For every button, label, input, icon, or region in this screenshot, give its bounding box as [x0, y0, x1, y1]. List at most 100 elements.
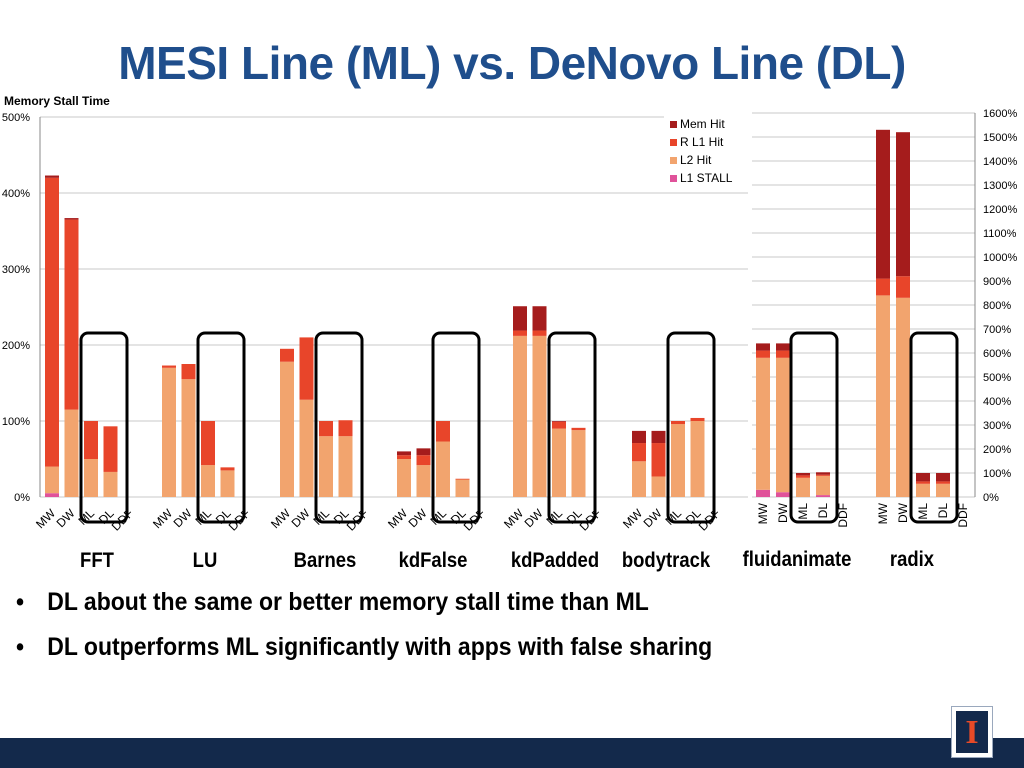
bar-segment: [796, 473, 810, 476]
bullet-dot-icon: •: [16, 633, 25, 661]
bar-segment: [571, 427, 586, 431]
bar-segment: [916, 473, 930, 482]
x-tick-label: DL: [936, 503, 950, 519]
x-tick-label: ML: [192, 506, 214, 528]
bar-segment: [201, 421, 215, 466]
bar-segment: [416, 465, 431, 497]
bar-segment: [936, 483, 950, 497]
bar-segment: [181, 379, 196, 497]
bar-segment: [896, 132, 910, 277]
legend-swatch: [670, 139, 677, 146]
y-tick-label: 1200%: [983, 204, 1017, 216]
bar-segment: [455, 479, 470, 497]
highlight-box: [314, 331, 364, 524]
bar-segment: [690, 417, 705, 421]
y-tick-label: 1100%: [983, 228, 1017, 240]
highlight-box: [789, 331, 839, 524]
bar-segment: [756, 350, 770, 358]
bar-segment: [532, 330, 547, 336]
y-tick-label: 100%: [983, 468, 1011, 480]
group-label: radix: [890, 548, 934, 571]
group-label: kdFalse: [399, 549, 468, 572]
bar-segment: [338, 420, 353, 437]
bar-segment: [338, 436, 353, 497]
bar-segment: [690, 421, 705, 497]
y-tick-label: 800%: [983, 300, 1011, 312]
bar-segment: [671, 421, 685, 425]
y-tick-label: 200%: [2, 340, 30, 352]
bar-segment: [651, 476, 666, 497]
bar-segment: [532, 306, 547, 331]
bar-segment: [299, 337, 314, 400]
bar-segment: [103, 426, 118, 472]
bar-segment: [936, 473, 950, 482]
bar-segment: [796, 475, 810, 478]
x-tick-label: ML: [543, 506, 565, 528]
y-tick-label: 700%: [983, 324, 1011, 336]
x-tick-label: ML: [427, 506, 449, 528]
bar-segment: [397, 459, 411, 497]
bar-segment: [513, 335, 527, 497]
bar-segment: [896, 297, 910, 497]
x-tick-label: ML: [916, 503, 930, 520]
bar-segment: [299, 399, 314, 497]
bar-segment: [876, 295, 890, 497]
university-logo-icon: I: [951, 706, 993, 758]
highlight-box: [196, 331, 246, 524]
x-tick-label: DDF: [226, 506, 253, 533]
bar-segment: [796, 477, 810, 497]
bar-segment: [552, 421, 566, 422]
x-tick-label: DDF: [836, 503, 850, 528]
x-tick-label: DW: [896, 502, 910, 523]
bar-segment: [671, 424, 685, 497]
bar-segment: [552, 421, 566, 429]
bar-segment: [64, 219, 79, 410]
bar-segment: [936, 481, 950, 484]
x-tick-label: DDF: [577, 506, 604, 533]
highlight-box: [547, 331, 597, 524]
highlight-box: [666, 331, 716, 524]
bar-segment: [552, 428, 566, 497]
bar-segment: [896, 276, 910, 298]
y-tick-label: 0%: [14, 492, 30, 504]
slide-title: MESI Line (ML) vs. DeNovo Line (DL): [118, 37, 906, 89]
bar-segment: [162, 365, 176, 368]
x-tick-label: ML: [796, 503, 810, 520]
bar-segment: [280, 348, 294, 362]
bar-segment: [162, 367, 176, 497]
y-tick-label: 300%: [983, 420, 1011, 432]
bar-segment: [64, 409, 79, 497]
bullet-item: • DL about the same or better memory stal…: [16, 588, 649, 617]
bar-segment: [916, 481, 930, 484]
stacked-bar-chart: 0% 100% 200% 300% 400% 500% MW DW ML DL DDF FFT MW DW…: [2, 108, 1018, 572]
bar-segment: [651, 443, 666, 477]
bar-segment: [776, 492, 790, 497]
y-tick-label: 0%: [983, 492, 999, 504]
legend-box: [664, 116, 748, 192]
group-label: Barnes: [294, 549, 357, 572]
bar-segment: [513, 306, 527, 331]
bar-segment: [45, 175, 59, 178]
legend-label: Mem Hit: [680, 117, 725, 131]
x-tick-label: ML: [662, 506, 684, 528]
bar-segment: [220, 467, 235, 471]
y-tick-label: 1600%: [983, 108, 1017, 120]
bar-segment: [436, 441, 450, 497]
bar-segment: [916, 483, 930, 497]
y-tick-label: 1400%: [983, 156, 1017, 168]
bar-segment: [776, 357, 790, 493]
highlight-box: [79, 331, 129, 524]
bar-segment: [397, 451, 411, 456]
bar-segment: [816, 475, 830, 496]
bullet-text: DL about the same or better memory stall…: [47, 588, 649, 616]
bar-segment: [632, 443, 646, 462]
bar-segment: [416, 448, 431, 456]
bar-segment: [816, 472, 830, 475]
x-tick-label: DDF: [109, 506, 136, 533]
bar-segment: [319, 421, 333, 437]
bar-segment: [756, 343, 770, 351]
bar-segment: [84, 459, 98, 497]
group-label: kdPadded: [511, 549, 599, 572]
bar-segment: [319, 436, 333, 497]
bar-segment: [201, 465, 215, 497]
